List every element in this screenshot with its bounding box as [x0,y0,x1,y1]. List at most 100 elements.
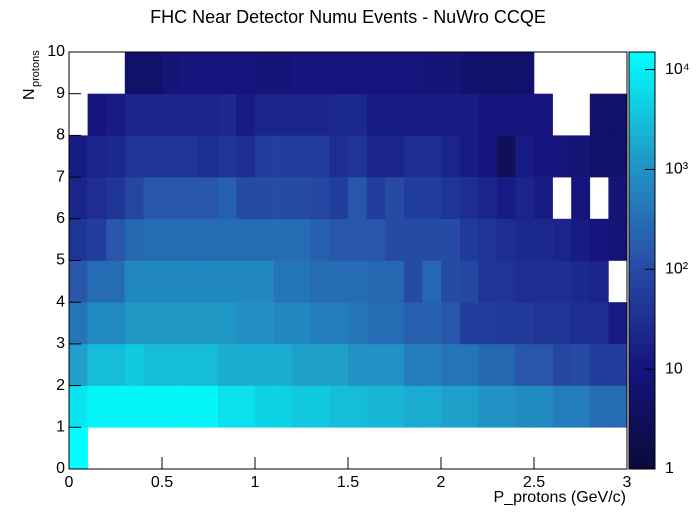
colorbar-band [629,52,655,60]
heatmap-cell [69,302,88,345]
heatmap-cell [162,385,181,428]
heatmap-cell [143,52,163,94]
colorbar-band [629,392,655,400]
colorbar-band [629,406,655,414]
heatmap-cell [441,302,460,345]
heatmap-cell [496,260,516,303]
heatmap-cell [385,302,405,345]
heatmap-cell [310,52,330,94]
colorbar-band [629,281,655,289]
heatmap-cell [515,385,535,428]
heatmap-cell [348,177,367,220]
colorbar-band [629,371,655,380]
heatmap-cell [552,260,572,303]
colorbar-band [629,239,655,248]
heatmap-cell [292,135,312,178]
heatmap-cell [217,385,237,428]
colorbar-band [629,295,655,303]
heatmap-cell [403,302,423,345]
heatmap-cell [385,52,405,94]
heatmap-cell [552,343,572,386]
heatmap-cell [124,218,144,261]
heatmap-cell [292,218,312,261]
colorbar-band [629,184,655,192]
heatmap-cell [534,93,553,136]
heatmap-cell [310,93,330,136]
heatmap-cell [69,427,88,470]
heatmap-cell [106,385,126,428]
heatmap-cell [515,135,535,178]
heatmap-cell [236,385,256,428]
colorbar-band [629,225,655,234]
heatmap-cell [329,343,349,386]
heatmap-cell [87,218,107,261]
heatmap-cell [87,93,107,136]
heatmap-cell [589,343,609,386]
x-axis-label: P_protons (GeV/c) [494,489,627,506]
heatmap-cell [422,260,442,303]
colorbar-band [629,86,655,95]
heatmap-cell [310,135,330,178]
heatmap-cell [69,177,88,220]
heatmap-cell [310,218,330,261]
heatmap-cell [124,177,144,220]
heatmap-cell [515,260,535,303]
y-tick-label: 2 [56,377,65,394]
heatmap-cell [534,302,553,345]
heatmap-cell [366,343,386,386]
y-tick-label: 3 [56,335,65,352]
heatmap-cell [589,385,609,428]
heatmap-cell [385,218,405,261]
heatmap-cell [292,343,312,386]
heatmap-cell [571,177,591,220]
heatmap-cell [348,135,367,178]
heatmap-cell [106,93,126,136]
colorbar-band [629,434,655,442]
colorbar-band [629,191,655,199]
heatmap-cell [199,218,219,261]
heatmap-cell [589,218,609,261]
colorbar-band [629,343,655,352]
colorbar-tick-label: 10³ [665,161,689,178]
colorbar-band [629,274,655,282]
heatmap-cell [143,343,163,386]
heatmap-cell [124,52,144,94]
colorbar-band [629,462,655,470]
heatmap-cell [236,93,256,136]
heatmap-cell [255,135,274,178]
heatmap-cell [87,302,107,345]
heatmap-cell [496,218,516,261]
heatmap-cell [459,343,479,386]
heatmap-cell [143,302,163,345]
heatmap-cell [255,343,274,386]
heatmap-cell [329,218,349,261]
heatmap-cell [515,302,535,345]
heatmap-cell [236,260,256,303]
heatmap-cell [441,385,460,428]
colorbar-band [629,385,655,394]
heatmap-cell [422,343,442,386]
heatmap-cell [589,135,609,178]
heatmap-cell [552,218,572,261]
heatmap-cell [515,93,535,136]
colorbar-band [629,309,655,317]
colorbar-band [629,218,655,227]
heatmap-cell [124,385,144,428]
x-tick-label: 0 [65,474,74,491]
heatmap-cell [273,343,293,386]
heatmap-cell [608,218,628,261]
y-tick-label: 9 [56,85,65,102]
heatmap-cell [422,52,442,94]
colorbar-band [629,427,655,435]
heatmap-cell [403,343,423,386]
heatmap-cell [515,52,535,94]
colorbar-band [629,448,655,456]
heatmap-cell [348,385,367,428]
heatmap-cell [273,177,293,220]
heatmap-cell [87,385,107,428]
heatmap-cell [422,385,442,428]
colorbar-band [629,323,655,331]
heatmap-cell [459,302,479,345]
heatmap-cell [273,135,293,178]
